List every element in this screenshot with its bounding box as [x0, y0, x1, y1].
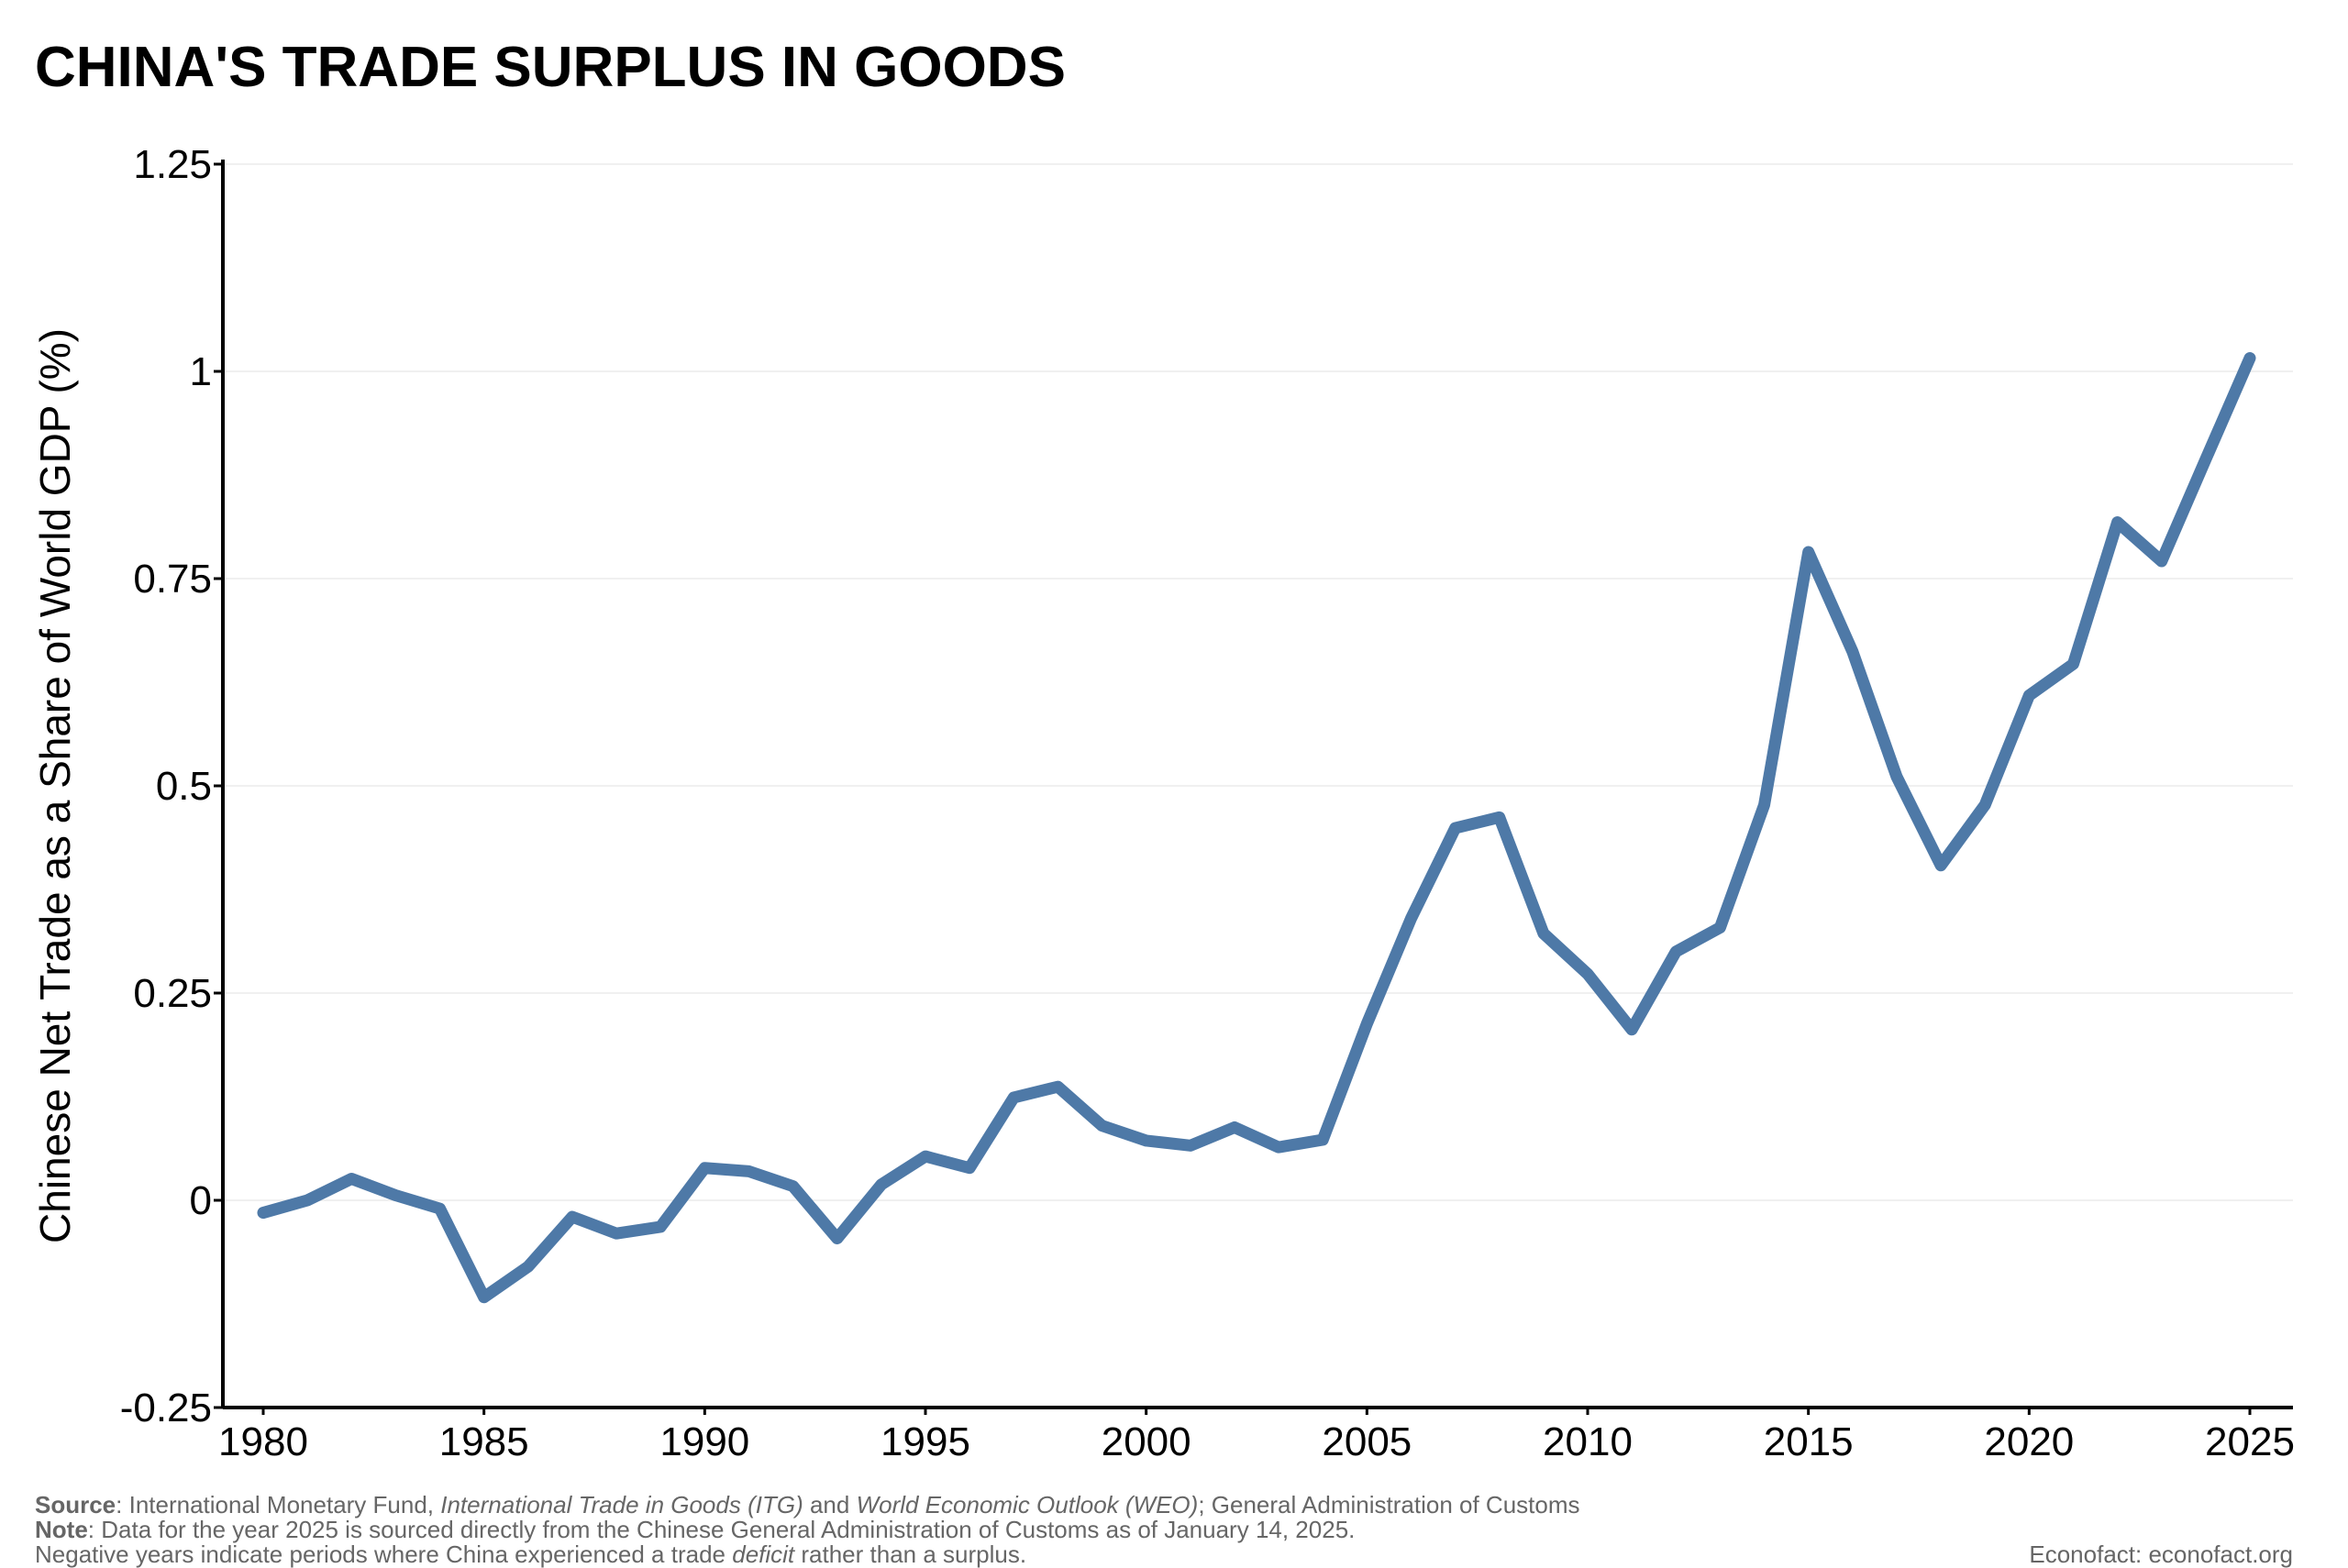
x-tick-label: 1990: [659, 1419, 749, 1464]
note-text: : Data for the year 2025 is sourced dire…: [88, 1516, 1356, 1543]
source-text: : International Monetary Fund,: [116, 1491, 440, 1518]
source-text: and: [803, 1491, 857, 1518]
source-weo: World Economic Outlook (WEO): [857, 1491, 1199, 1518]
negative-text: rather than a surplus.: [794, 1540, 1026, 1568]
x-tick-label: 2005: [1322, 1419, 1412, 1464]
series-line: [263, 359, 2250, 1297]
note-label: Note: [35, 1516, 88, 1543]
source-itg: International Trade in Goods (ITG): [440, 1491, 803, 1518]
x-tick-label: 1985: [439, 1419, 529, 1464]
y-tick-label: 0.5: [156, 764, 212, 809]
data-note: Note: Data for the year 2025 is sourced …: [35, 1518, 1355, 1542]
negative-note: Negative years indicate periods where Ch…: [35, 1542, 1026, 1567]
x-tick-label: 2000: [1102, 1419, 1191, 1464]
y-tick-label: 0: [190, 1178, 212, 1223]
x-tick-label: 2015: [1764, 1419, 1854, 1464]
negative-italic: deficit: [732, 1540, 794, 1568]
source-text: ; General Administration of Customs: [1198, 1491, 1579, 1518]
source-label: Source: [35, 1491, 116, 1518]
x-tick-label: 1980: [218, 1419, 308, 1464]
y-tick-label: 1: [190, 349, 212, 394]
x-tick-label: 1995: [880, 1419, 970, 1464]
credit: Econofact: econofact.org: [2029, 1542, 2293, 1567]
x-tick-label: 2025: [2205, 1419, 2295, 1464]
x-tick-label: 2020: [1984, 1419, 2074, 1464]
y-axis-label: Chinese Net Trade as a Share of World GD…: [31, 328, 79, 1243]
source-note: Source: International Monetary Fund, Int…: [35, 1493, 1580, 1518]
y-tick-label: 0.25: [133, 971, 212, 1016]
y-tick-label: -0.25: [120, 1386, 212, 1430]
x-tick-label: 2010: [1543, 1419, 1633, 1464]
y-tick-label: 0.75: [133, 557, 212, 602]
negative-text: Negative years indicate periods where Ch…: [35, 1540, 732, 1568]
y-tick-label: 1.25: [133, 142, 212, 187]
